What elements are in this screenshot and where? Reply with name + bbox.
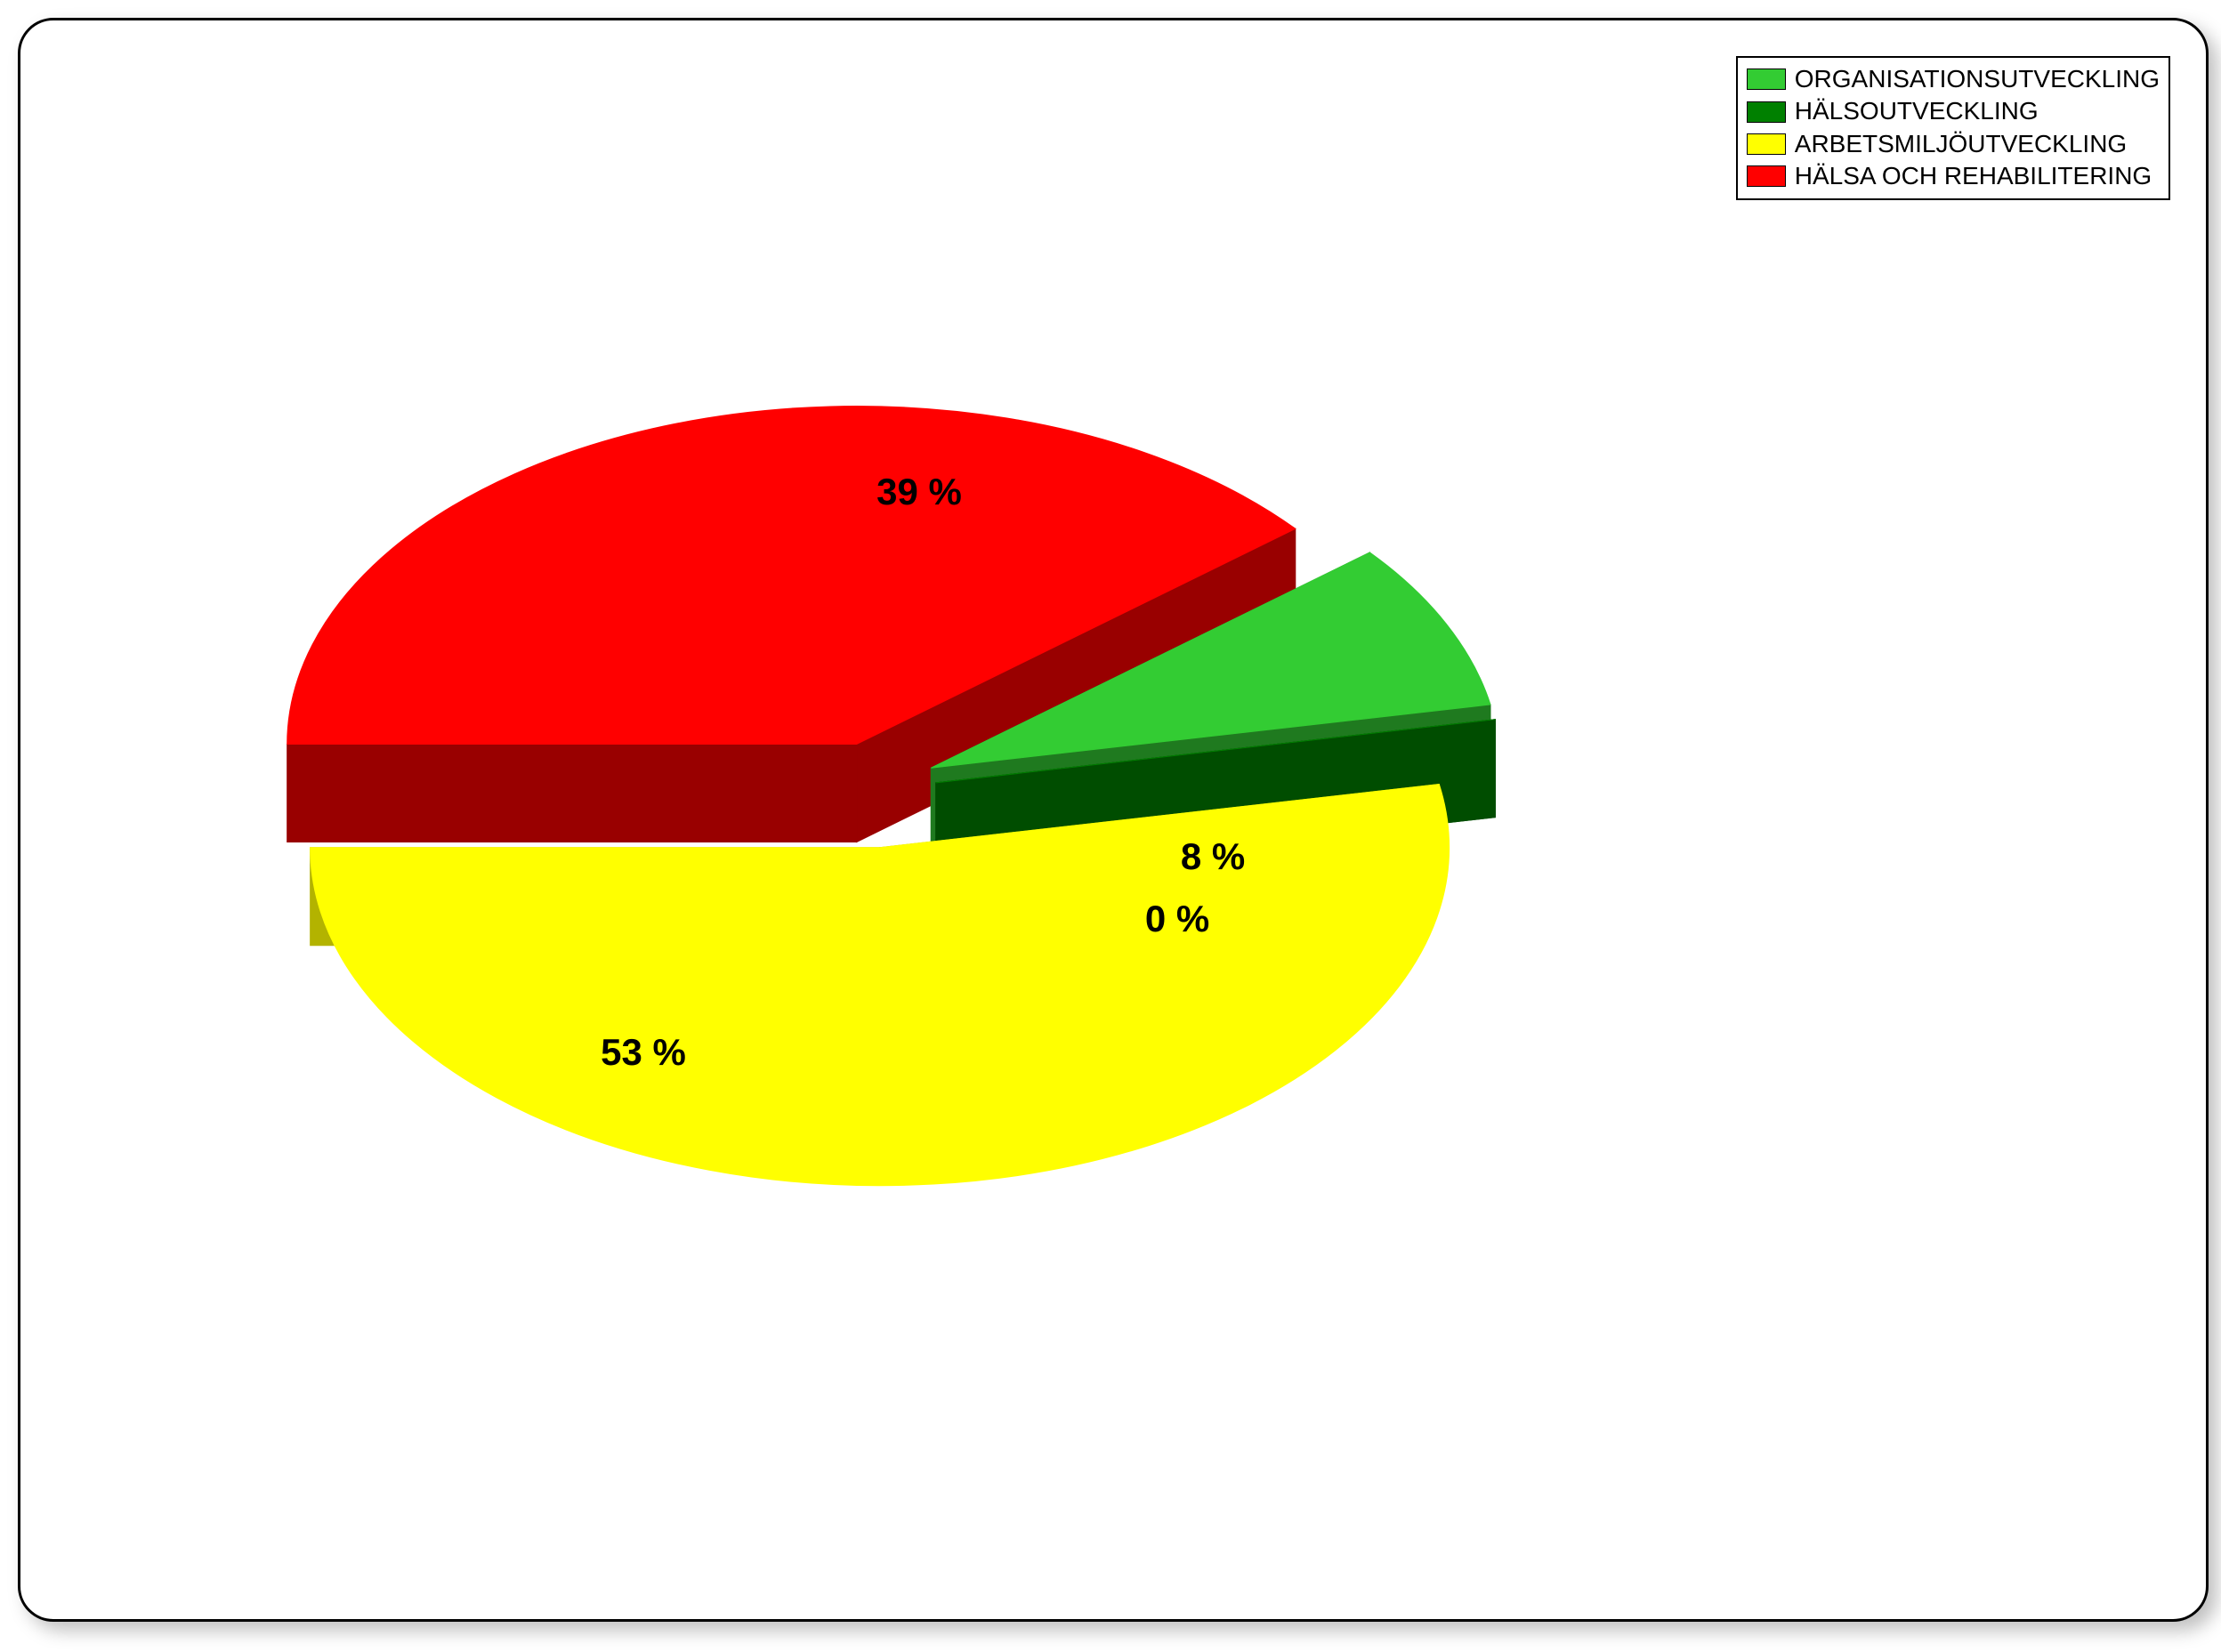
pie-chart: [20, 20, 2206, 1619]
legend-label: HÄLSOUTVECKLING: [1795, 95, 2039, 127]
legend-swatch: [1747, 165, 1786, 187]
legend-item: HÄLSA OCH REHABILITERING: [1747, 160, 2160, 192]
legend-item: HÄLSOUTVECKLING: [1747, 95, 2160, 127]
legend-label: ORGANISATIONSUTVECKLING: [1795, 63, 2160, 95]
chart-frame: 39 % 8 % 0 % 53 % ORGANISATIONSUTVECKLIN…: [18, 18, 2209, 1622]
legend-label: HÄLSA OCH REHABILITERING: [1795, 160, 2152, 192]
legend-item: ARBETSMILJÖUTVECKLING: [1747, 128, 2160, 160]
chart-area: 39 % 8 % 0 % 53 % ORGANISATIONSUTVECKLIN…: [20, 20, 2206, 1619]
legend-swatch: [1747, 68, 1786, 90]
slice-label-arbetsmiljoutveckling: 53 %: [601, 1031, 686, 1074]
legend-label: ARBETSMILJÖUTVECKLING: [1795, 128, 2127, 160]
legend-item: ORGANISATIONSUTVECKLING: [1747, 63, 2160, 95]
slice-label-halsa-rehab: 39 %: [876, 471, 962, 513]
legend: ORGANISATIONSUTVECKLING HÄLSOUTVECKLING …: [1736, 56, 2170, 200]
slice-label-organisationsutveckling: 8 %: [1181, 835, 1245, 878]
legend-swatch: [1747, 133, 1786, 155]
slice-label-halsoutveckling: 0 %: [1145, 898, 1209, 940]
legend-swatch: [1747, 101, 1786, 123]
